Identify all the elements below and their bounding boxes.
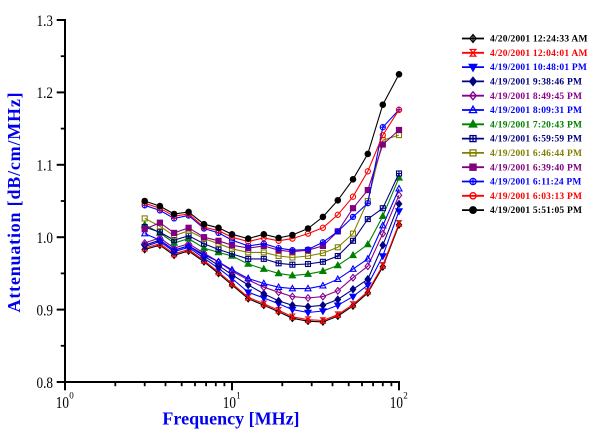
svg-text:4/19/2001 7:20:43 PM: 4/19/2001 7:20:43 PM xyxy=(490,120,582,130)
svg-text:2: 2 xyxy=(403,391,408,401)
svg-text:0.9: 0.9 xyxy=(37,302,54,319)
svg-text:1.2: 1.2 xyxy=(37,85,54,102)
svg-text:4/19/2001 8:49:45 PM: 4/19/2001 8:49:45 PM xyxy=(490,92,582,102)
svg-text:0: 0 xyxy=(69,391,74,401)
svg-text:10: 10 xyxy=(390,393,403,412)
svg-text:4/19/2001 8:09:31 PM: 4/19/2001 8:09:31 PM xyxy=(490,106,582,116)
svg-text:1.0: 1.0 xyxy=(37,230,54,247)
svg-text:4/19/2001 9:38:46 PM: 4/19/2001 9:38:46 PM xyxy=(490,78,582,88)
svg-text:4/19/2001 5:51:05 PM: 4/19/2001 5:51:05 PM xyxy=(490,206,582,216)
svg-text:10: 10 xyxy=(223,393,236,412)
svg-text:1.1: 1.1 xyxy=(37,158,54,175)
svg-text:4/19/2001 6:46:44 PM: 4/19/2001 6:46:44 PM xyxy=(490,149,582,159)
svg-text:0.8: 0.8 xyxy=(37,375,54,392)
svg-text:4/19/2001 6:11:24 PM: 4/19/2001 6:11:24 PM xyxy=(490,178,582,188)
svg-text:4/19/2001 6:59:59 PM: 4/19/2001 6:59:59 PM xyxy=(490,135,582,145)
svg-text:4/19/2001 6:39:40 PM: 4/19/2001 6:39:40 PM xyxy=(490,163,582,173)
svg-text:10: 10 xyxy=(56,393,69,412)
svg-text:4/19/2001 6:03:13 PM: 4/19/2001 6:03:13 PM xyxy=(490,192,582,202)
svg-text:1.3: 1.3 xyxy=(37,13,54,30)
svg-text:1: 1 xyxy=(236,391,241,401)
svg-text:4/20/2001 12:04:01 AM: 4/20/2001 12:04:01 AM xyxy=(490,49,588,59)
svg-text:Frequency [MHz]: Frequency [MHz] xyxy=(162,409,299,429)
svg-text:Attenuation [dB/cm/MHz]: Attenuation [dB/cm/MHz] xyxy=(4,92,24,313)
svg-text:4/20/2001 12:24:33 AM: 4/20/2001 12:24:33 AM xyxy=(490,35,588,45)
svg-text:4/19/2001 10:48:01 PM: 4/19/2001 10:48:01 PM xyxy=(490,63,587,73)
